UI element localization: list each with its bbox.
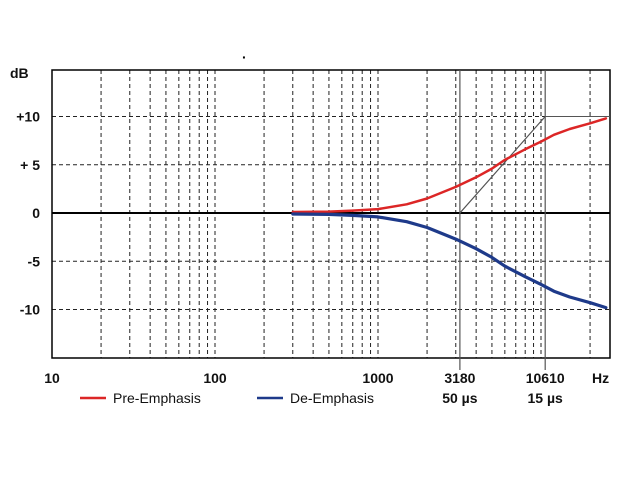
y-axis-label: dB (10, 65, 29, 81)
y-tick-label: 0 (32, 205, 40, 221)
y-tick-label: +10 (16, 109, 40, 125)
y-tick-label: + 5 (20, 157, 40, 173)
x-tick-label: 100 (203, 370, 227, 386)
plot-frame (51, 69, 611, 359)
series-line-pre-emphasis (291, 117, 608, 214)
asymptote-lines (459, 70, 610, 370)
x-tick-labels: 10 100 1000 3180 50 µs 10610 15 µs (44, 370, 565, 406)
legend-label: De-Emphasis (290, 390, 374, 406)
series-line-de-emphasis (291, 212, 608, 310)
x-tick-sublabel: 50 µs (442, 390, 478, 406)
x-tick-label: 3180 (444, 370, 475, 386)
x-tick-label: 10610 (526, 370, 565, 386)
asymptote-diagonal (459, 116, 546, 214)
y-tick-labels: +10 + 5 0 -5 -10 (16, 109, 40, 318)
legend-label: Pre-Emphasis (113, 390, 201, 406)
series-lines (291, 117, 608, 310)
x-tick-label: 1000 (362, 370, 393, 386)
x-axis-label: Hz (592, 370, 609, 386)
legend: Pre-Emphasis De-Emphasis (80, 390, 374, 406)
y-tick-label: -10 (20, 302, 40, 318)
y-tick-label: -5 (28, 253, 41, 269)
stray-dot: · (242, 49, 247, 65)
x-tick-label: 10 (44, 370, 60, 386)
x-tick-sublabel: 15 µs (528, 390, 564, 406)
